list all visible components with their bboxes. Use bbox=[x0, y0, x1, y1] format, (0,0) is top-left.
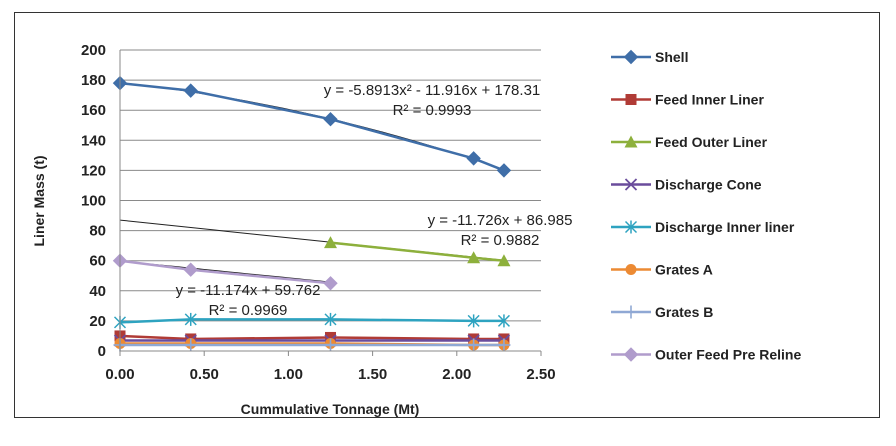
series-discharge-inner-liner bbox=[113, 312, 510, 329]
y-tick-label: 20 bbox=[89, 313, 106, 330]
legend-marker bbox=[625, 264, 637, 275]
annotations: y = -5.8913x² - 11.916x + 178.31 R² = 0.9… bbox=[176, 82, 573, 319]
series-line-feed-inner-liner bbox=[119, 334, 504, 341]
data-point-outer-feed-pre-reline bbox=[183, 262, 198, 277]
legend: Shell Feed Inner Liner Feed Outer Liner Dis… bbox=[611, 49, 801, 363]
y-tick-label: 160 bbox=[81, 102, 106, 119]
legend-label: Feed Outer Liner bbox=[655, 134, 768, 150]
tick-labels: 0 20 40 60 80 100 120 140 160 180 200 0.00 0.50 1.00 1… bbox=[81, 42, 556, 383]
data-point-feed-outer-liner bbox=[497, 254, 511, 267]
y-tick-label: 60 bbox=[89, 253, 106, 270]
legend-marker bbox=[624, 178, 638, 191]
data-point-discharge-inner-liner bbox=[184, 312, 197, 326]
data-point-feed-inner-liner bbox=[325, 331, 336, 343]
y-axis-title: Liner Mass (t) bbox=[31, 155, 47, 246]
series-line-outer-feed-pre-reline bbox=[119, 259, 331, 285]
legend-item-discharge-inner-liner: Discharge Inner liner bbox=[611, 219, 795, 235]
legend-label: Grates B bbox=[655, 304, 713, 320]
legend-item-feed-inner-liner: Feed Inner Liner bbox=[611, 92, 764, 108]
data-point-grates-b bbox=[467, 338, 481, 352]
legend-marker bbox=[625, 94, 637, 105]
series-shell bbox=[112, 75, 512, 178]
legend-item-discharge-cone: Discharge Cone bbox=[611, 177, 762, 193]
y-tick-label: 0 bbox=[98, 343, 106, 360]
legend-marker bbox=[624, 220, 638, 234]
legend-label: Outer Feed Pre Reline bbox=[655, 347, 801, 363]
data-point-feed-outer-liner bbox=[467, 251, 481, 264]
data-point-discharge-inner-liner bbox=[467, 314, 480, 328]
y-tick-label: 120 bbox=[81, 162, 106, 179]
x-axis-title: Cummulative Tonnage (Mt) bbox=[241, 401, 420, 417]
legend-label: Feed Inner Liner bbox=[655, 92, 764, 108]
trendline-annotation: y = -11.174x + 59.762 bbox=[176, 282, 321, 299]
legend-label: Shell bbox=[655, 49, 688, 65]
data-point-shell bbox=[183, 83, 198, 98]
y-tick-label: 80 bbox=[89, 223, 106, 240]
legend-label: Discharge Cone bbox=[655, 177, 762, 193]
data-point-grates-b bbox=[324, 338, 337, 352]
y-tick-label: 200 bbox=[81, 42, 106, 59]
x-tick-label: 2.50 bbox=[526, 366, 555, 383]
data-point-shell bbox=[466, 151, 481, 166]
x-tick-label: 0.00 bbox=[105, 366, 134, 383]
trendline-annotation: R² = 0.9969 bbox=[209, 302, 288, 319]
legend-label: Discharge Inner liner bbox=[655, 219, 795, 235]
series-outer-feed-pre-reline bbox=[112, 253, 338, 291]
y-tick-label: 180 bbox=[81, 72, 106, 89]
data-point-grates-b bbox=[184, 338, 198, 352]
trendline-annotation: y = -11.726x + 86.985 bbox=[428, 212, 573, 229]
trendline-annotation: y = -5.8913x² - 11.916x + 178.31 bbox=[324, 82, 541, 99]
legend-marker bbox=[623, 49, 639, 65]
x-tick-label: 1.00 bbox=[274, 366, 303, 383]
series-feed-outer-liner bbox=[324, 236, 511, 267]
axes bbox=[119, 50, 541, 352]
data-point-discharge-inner-liner bbox=[324, 312, 337, 326]
data-point-outer-feed-pre-reline bbox=[323, 276, 338, 291]
legend-marker bbox=[624, 135, 638, 148]
legend-item-feed-outer-liner: Feed Outer Liner bbox=[611, 134, 768, 150]
x-tick-label: 2.00 bbox=[442, 366, 471, 383]
data-point-shell bbox=[323, 112, 338, 127]
legend-item-grates-a: Grates A bbox=[611, 262, 713, 278]
x-tick-label: 1.50 bbox=[358, 366, 387, 383]
data-point-grates-b bbox=[497, 338, 511, 352]
series-group bbox=[112, 75, 512, 352]
legend-marker bbox=[623, 347, 639, 362]
y-tick-label: 100 bbox=[81, 193, 106, 210]
legend-label: Grates A bbox=[655, 262, 713, 278]
legend-marker bbox=[624, 305, 638, 319]
trendline-annotation: R² = 0.9993 bbox=[393, 102, 472, 119]
y-tick-label: 140 bbox=[81, 132, 106, 149]
trendline-annotation: R² = 0.9882 bbox=[461, 232, 540, 249]
legend-item-grates-b: Grates B bbox=[611, 304, 713, 320]
data-point-shell bbox=[496, 163, 512, 178]
legend-item-outer-feed-pre-reline: Outer Feed Pre Reline bbox=[611, 347, 801, 363]
x-tick-label: 0.50 bbox=[190, 366, 219, 383]
data-point-discharge-inner-liner bbox=[497, 314, 510, 328]
y-tick-label: 40 bbox=[89, 283, 106, 300]
data-point-feed-outer-liner bbox=[324, 236, 337, 249]
legend-item-shell: Shell bbox=[611, 49, 688, 65]
